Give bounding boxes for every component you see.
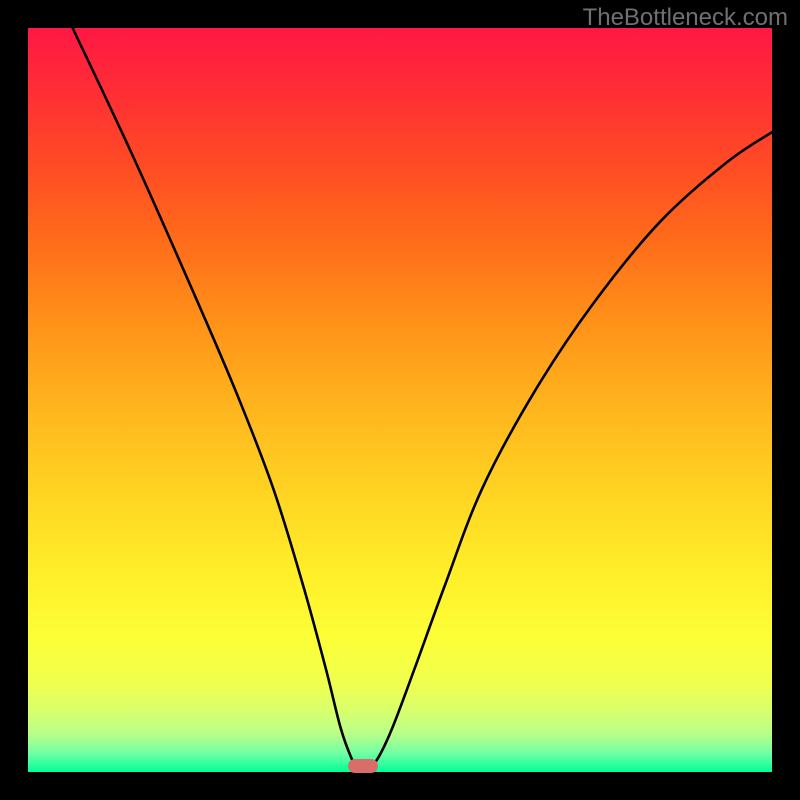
chart-container: TheBottleneck.com bbox=[0, 0, 800, 800]
bottleneck-marker bbox=[348, 759, 378, 773]
plot-area bbox=[28, 28, 772, 772]
watermark-text: TheBottleneck.com bbox=[583, 4, 788, 32]
